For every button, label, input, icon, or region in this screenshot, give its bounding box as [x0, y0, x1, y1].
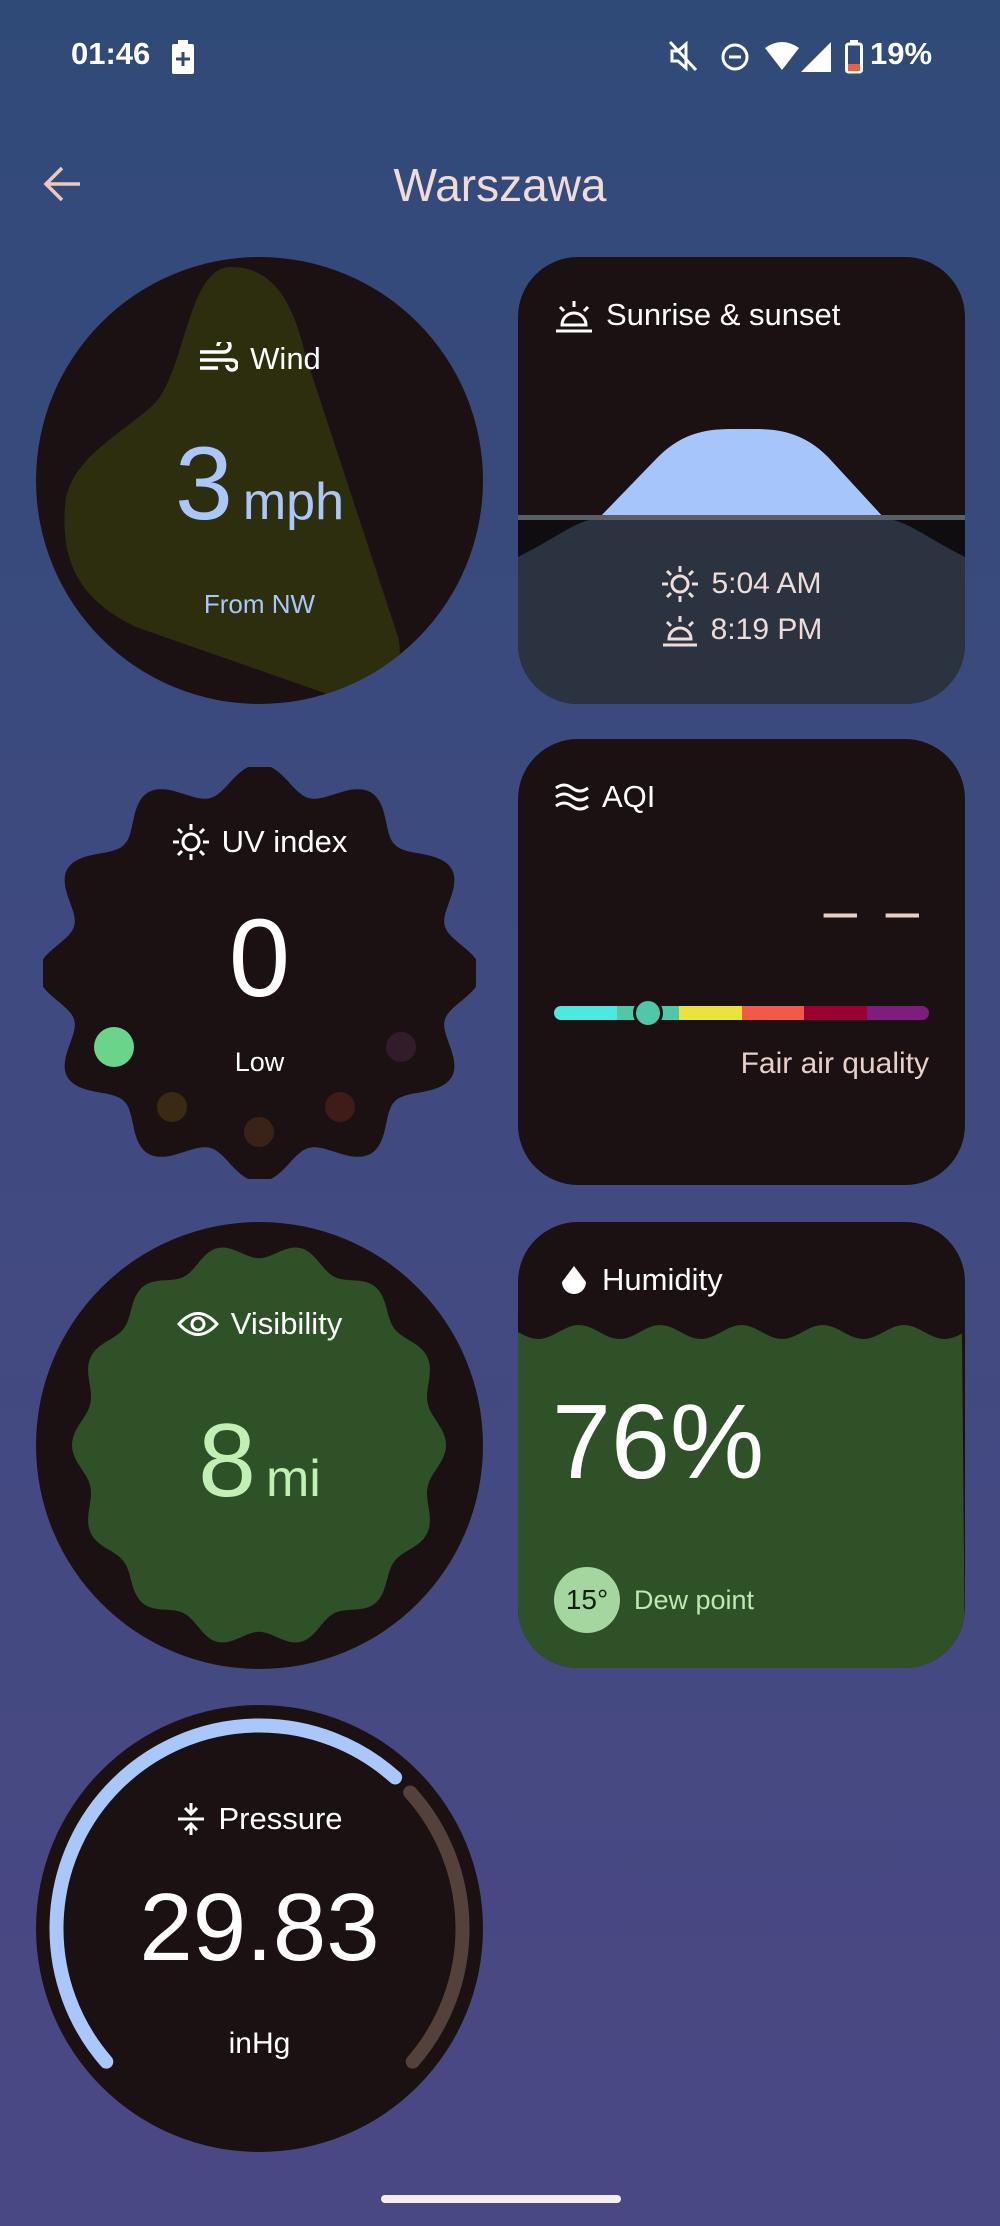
eye-icon	[176, 1312, 219, 1336]
page-title: Warszawa	[393, 159, 607, 211]
humidity-card[interactable]: Humidity 76% 15° Dew point	[518, 1222, 965, 1668]
dew-point-value: 15°	[554, 1567, 620, 1633]
mute-icon	[668, 40, 698, 72]
status-time: 01:46	[71, 36, 151, 71]
signal-icon	[801, 42, 831, 72]
uv-scallop-shape	[43, 767, 476, 1179]
aqi-description: Fair air quality	[740, 1047, 929, 1080]
uv-index-card[interactable]: UV index 0 Low	[43, 767, 476, 1179]
sunrise-label: Sunrise & sunset	[606, 297, 841, 332]
uv-level-dot	[386, 1032, 416, 1062]
aqi-indicator	[632, 998, 663, 1028]
visibility-blob	[72, 1247, 446, 1643]
humidity-wave-fill	[518, 1325, 965, 1668]
visibility-card[interactable]: Visibility 8 mi	[36, 1222, 483, 1669]
wind-value: 3 mph	[36, 425, 483, 544]
pressure-gauge	[49, 1718, 470, 2069]
aqi-scale-segment	[804, 1006, 867, 1020]
aqi-scale-segment	[741, 1006, 804, 1020]
visibility-label: Visibility	[230, 1306, 343, 1341]
battery-percent: 19%	[870, 36, 933, 71]
visibility-unit: mi	[265, 1450, 321, 1508]
wind-direction: From NW	[203, 589, 316, 619]
aqi-value: – –	[823, 877, 925, 944]
sunset-time: 8:19 PM	[710, 613, 823, 646]
pressure-gauge-track	[403, 1785, 470, 2069]
sunrise-icon	[556, 301, 592, 333]
uv-label: UV index	[221, 824, 348, 859]
sunset-icon	[662, 616, 697, 647]
battery-charging-icon	[172, 40, 194, 74]
arrow-left-icon[interactable]	[42, 166, 82, 202]
wind-speed: 3	[175, 426, 233, 542]
pressure-gauge-fill	[49, 1718, 403, 2069]
aqi-scale-segment	[554, 1006, 617, 1020]
uv-level-dot	[325, 1092, 355, 1122]
wind-direction-blob	[64, 267, 400, 699]
visibility-number: 8	[198, 1403, 256, 1519]
pressure-card[interactable]: Pressure 29.83 inHg	[36, 1705, 483, 2152]
battery-icon	[845, 40, 863, 74]
uv-level-dot	[244, 1117, 274, 1147]
pressure-value: 29.83	[139, 1874, 380, 1981]
wind-header: Wind	[36, 341, 483, 377]
uv-value: 0	[228, 897, 291, 1020]
aqi-label: AQI	[602, 779, 656, 814]
do-not-disturb-icon	[721, 43, 749, 71]
pressure-header: Pressure	[36, 1801, 483, 1837]
sunrise-header: Sunrise & sunset	[554, 297, 840, 333]
wind-icon	[200, 342, 239, 372]
wind-label: Wind	[250, 341, 321, 376]
wind-unit: mph	[242, 473, 344, 531]
pressure-unit: inHg	[228, 2027, 291, 2060]
pressure-label: Pressure	[218, 1801, 343, 1836]
home-indicator[interactable]	[381, 2195, 621, 2203]
uv-level: Low	[234, 1047, 285, 1077]
sun-times: 5:04 AM 8:19 PM	[518, 565, 965, 647]
uv-level-dot	[157, 1092, 187, 1122]
pressure-icon	[178, 1803, 205, 1835]
aqi-scale-segment	[679, 1006, 742, 1020]
dew-point: 15° Dew point	[554, 1567, 754, 1633]
uv-header: UV index	[43, 823, 476, 861]
daylight-curve	[598, 428, 885, 519]
humidity-header: Humidity	[558, 1262, 723, 1298]
aqi-header: AQI	[554, 779, 655, 815]
sun-icon	[172, 824, 209, 860]
uv-level-dot-active	[94, 1027, 134, 1067]
dew-point-label: Dew point	[634, 1584, 755, 1615]
aqi-scale-segment	[866, 1006, 929, 1020]
sunrise-sunset-card[interactable]: Sunrise & sunset 5:04 AM 8:19 PM	[518, 257, 965, 704]
aqi-card[interactable]: AQI – – Fair air quality	[518, 739, 965, 1185]
humidity-label: Humidity	[602, 1262, 723, 1297]
humidity-value: 76%	[552, 1383, 765, 1501]
aqi-scale-bar	[554, 1006, 929, 1020]
visibility-value: 8 mi	[36, 1402, 483, 1521]
wifi-icon	[765, 42, 799, 70]
horizon-line	[518, 515, 965, 520]
sun-icon	[662, 566, 699, 602]
water-drop-icon	[562, 1266, 586, 1294]
air-waves-icon	[555, 783, 589, 811]
visibility-header: Visibility	[36, 1306, 483, 1342]
wind-card[interactable]: Wind 3 mph From NW	[36, 257, 483, 704]
sun-path-chart	[518, 428, 965, 704]
sunrise-time: 5:04 AM	[711, 567, 822, 600]
